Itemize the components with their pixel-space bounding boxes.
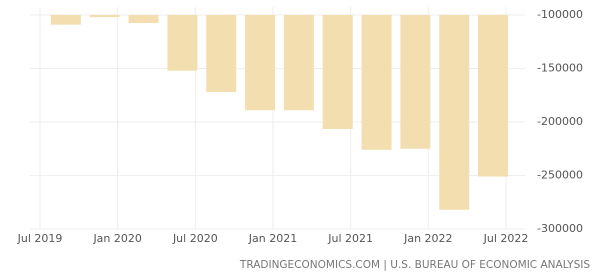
bar — [89, 15, 120, 18]
bar — [50, 15, 81, 25]
source: TRADINGECONOMICS.COM | U.S. BUREAU OF EC… — [239, 259, 590, 271]
bar — [400, 15, 431, 149]
bar — [167, 15, 198, 71]
x-tick-label: Jul 2021 — [327, 232, 373, 245]
x-tick-label: Jul 2022 — [483, 232, 529, 245]
bar — [439, 15, 470, 210]
y-tick-label: -150000 — [537, 62, 583, 75]
x-tick-label: Jan 2022 — [403, 232, 452, 245]
bar — [361, 15, 392, 150]
bar — [283, 15, 314, 111]
bar — [322, 15, 353, 129]
bar — [206, 15, 237, 93]
y-tick-label: -100000 — [537, 8, 583, 21]
x-tick-label: Jan 2021 — [248, 232, 297, 245]
y-tick-label: -300000 — [537, 222, 583, 235]
bar — [478, 15, 509, 177]
x-tick-label: Jan 2020 — [92, 232, 141, 245]
bar — [128, 15, 159, 24]
bar — [245, 15, 276, 111]
plot: -100000 -150000 -200000 -250000 -300000 Jul 2… — [17, 7, 583, 245]
y-tick-label: -250000 — [537, 169, 583, 182]
x-tick-label: Jul 2020 — [172, 232, 218, 245]
y-tick-label: -200000 — [537, 115, 583, 128]
x-tick-label: Jul 2019 — [17, 232, 63, 245]
